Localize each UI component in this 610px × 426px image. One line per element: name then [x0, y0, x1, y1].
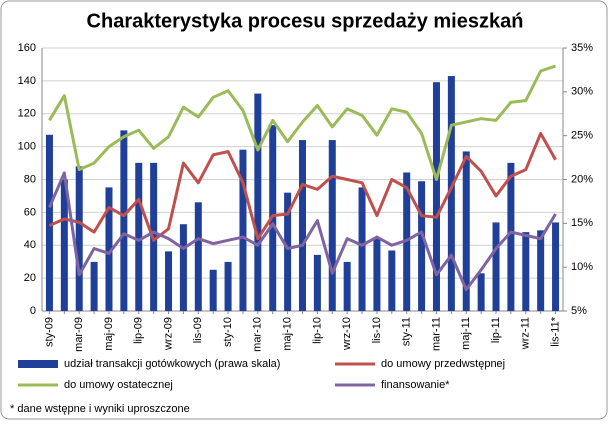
x-tick-label: lip-10: [311, 317, 323, 344]
bar: [492, 222, 500, 311]
y2-tick-label: 25%: [571, 130, 593, 142]
y2-tick-label: 20%: [571, 173, 593, 185]
bar: [537, 230, 545, 311]
y-tick-label: 100: [18, 141, 36, 153]
x-tick-label: wrz-10: [341, 317, 353, 351]
x-tick-label: lip-09: [133, 317, 145, 344]
bar: [239, 149, 247, 311]
bar: [194, 202, 202, 311]
bar: [60, 179, 68, 311]
bar: [343, 261, 351, 311]
x-tick-label: wrz-11: [520, 317, 532, 350]
bar: [254, 93, 262, 311]
x-tick-label: lis-09: [192, 317, 204, 343]
bar: [432, 82, 440, 311]
bar: [90, 261, 98, 311]
bar: [388, 250, 396, 311]
legend-label: udział transakcji gotówkowych (prawa ska…: [64, 358, 280, 370]
x-tick-label: mar-09: [73, 317, 85, 352]
legend-label: do umowy przedwstępnej: [381, 358, 505, 370]
bar: [477, 273, 485, 311]
y2-tick-label: 5%: [571, 305, 587, 317]
legend-label: finansowanie*: [381, 379, 450, 391]
y-tick-label: 160: [18, 42, 36, 54]
bar: [45, 134, 53, 311]
footnote: * dane wstępne i wyniki uproszczone: [10, 403, 190, 415]
bar: [447, 76, 455, 311]
bar: [373, 237, 381, 311]
x-tick-label: lis-10: [371, 317, 383, 343]
x-tick-label: lip-11: [490, 317, 502, 343]
bar: [135, 162, 143, 311]
line: [48, 171, 557, 292]
bar: [299, 140, 306, 311]
y-tick-label: 40: [24, 239, 36, 251]
bar: [462, 151, 470, 311]
x-tick-label: mar-10: [252, 317, 264, 352]
bar: [522, 232, 530, 311]
y-tick-label: 0: [30, 305, 36, 317]
bar: [75, 166, 83, 311]
x-tick-label: maj-10: [282, 317, 294, 351]
y-tick-label: 80: [24, 173, 36, 185]
line: [48, 131, 557, 242]
legend-swatch: [18, 360, 58, 368]
y2-tick-label: 10%: [571, 261, 593, 273]
y2-tick-label: 15%: [571, 217, 593, 229]
bar: [165, 251, 173, 311]
y-tick-label: 120: [18, 108, 36, 120]
bar: [418, 181, 426, 311]
bar: [105, 187, 113, 311]
x-tick-label: lis-11*: [549, 316, 561, 346]
line: [48, 64, 557, 181]
y2-tick-label: 35%: [571, 42, 593, 54]
chart-title: Charakterystyka procesu sprzedaży mieszk…: [87, 10, 524, 32]
bar: [120, 130, 128, 311]
y-tick-label: 20: [24, 272, 36, 284]
y-tick-label: 60: [24, 206, 36, 218]
x-tick-label: maj-11: [460, 317, 472, 350]
bar: [224, 261, 232, 311]
y2-tick-label: 30%: [571, 86, 593, 98]
x-tick-label: wrz-09: [162, 317, 174, 351]
bar: [328, 140, 336, 311]
bar: [209, 269, 217, 311]
y-tick-label: 140: [18, 75, 36, 87]
bar: [507, 162, 515, 311]
bar: [552, 222, 560, 311]
x-tick-label: sty-10: [222, 317, 234, 347]
bar: [313, 254, 321, 311]
legend-label: do umowy ostatecznej: [64, 379, 173, 391]
x-tick-label: sty-11: [401, 317, 413, 346]
x-tick-label: sty-09: [43, 317, 55, 347]
bar: [179, 224, 187, 311]
bar: [358, 187, 366, 311]
x-tick-label: mar-11: [430, 317, 442, 351]
x-tick-label: maj-09: [103, 317, 115, 351]
bar: [284, 192, 292, 311]
